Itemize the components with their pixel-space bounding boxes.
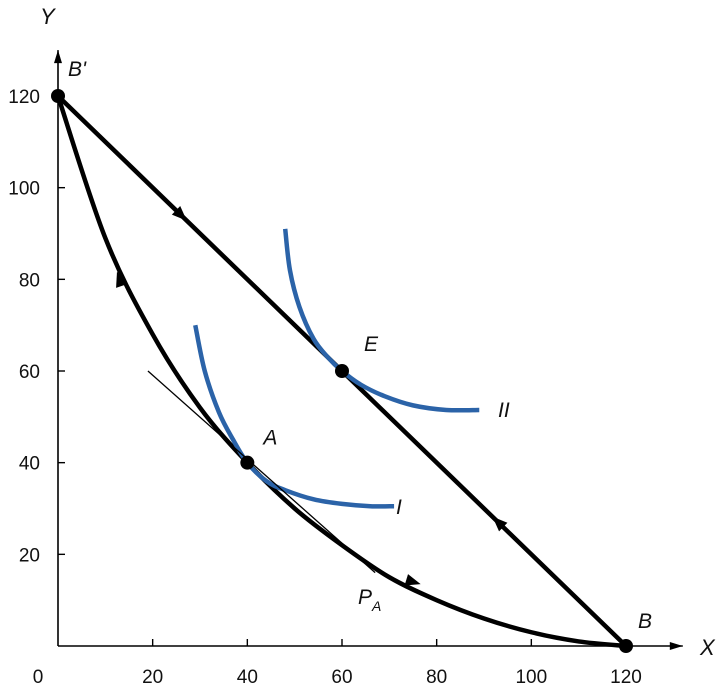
convex-frontier-curve — [55, 95, 627, 649]
y-tick-label: 80 — [19, 270, 40, 291]
point-Bprime — [51, 89, 65, 103]
x-tick-label: 20 — [142, 667, 163, 688]
x-tick-label: 0 — [33, 667, 44, 688]
y-axis-arrowhead — [54, 50, 62, 64]
indifference-curve-II — [282, 228, 480, 413]
points-layer: B' E A B — [51, 58, 652, 653]
y-tick-label: 60 — [19, 362, 40, 383]
curve-label-II: II — [498, 399, 510, 422]
indifference-curve-I — [193, 324, 395, 509]
curve-label-PA: PA — [358, 586, 381, 614]
direction-arrow — [171, 205, 187, 221]
y-tick-label: 20 — [19, 545, 40, 566]
y-tick-label: 100 — [8, 179, 40, 200]
point-B — [619, 639, 633, 653]
x-tick-label: 120 — [610, 667, 642, 688]
y-tick-label: 40 — [19, 454, 40, 475]
point-label-B: B — [638, 610, 652, 633]
y-axis-title: Y — [40, 4, 56, 29]
labels-layer: Y X I II PA — [40, 4, 716, 660]
direction-arrow — [404, 574, 421, 586]
y-tick-label: 120 — [8, 87, 40, 108]
point-label-Bprime: B' — [68, 58, 87, 81]
direction-arrow — [116, 271, 128, 288]
point-E — [335, 364, 349, 378]
x-tick-label: 80 — [426, 667, 447, 688]
point-A — [240, 455, 255, 470]
x-tick-label: 100 — [515, 667, 547, 688]
x-tick-label: 40 — [237, 667, 258, 688]
x-axis-title: X — [699, 635, 716, 660]
axes — [54, 50, 683, 650]
direction-arrow — [492, 516, 508, 532]
x-tick-label: 60 — [331, 667, 352, 688]
price-line-PA — [147, 370, 376, 574]
x-axis-arrowhead — [669, 642, 683, 650]
point-label-E: E — [364, 333, 379, 356]
pa-subscript: A — [371, 598, 381, 614]
tick-labels: 0 20 40 60 80 100 120 20 40 60 80 100 120 — [8, 87, 642, 688]
tick-marks — [58, 95, 627, 646]
direction-arrows — [116, 205, 508, 586]
point-label-A: A — [261, 427, 277, 450]
pa-main: P — [358, 586, 372, 609]
curve-label-I: I — [396, 496, 402, 519]
